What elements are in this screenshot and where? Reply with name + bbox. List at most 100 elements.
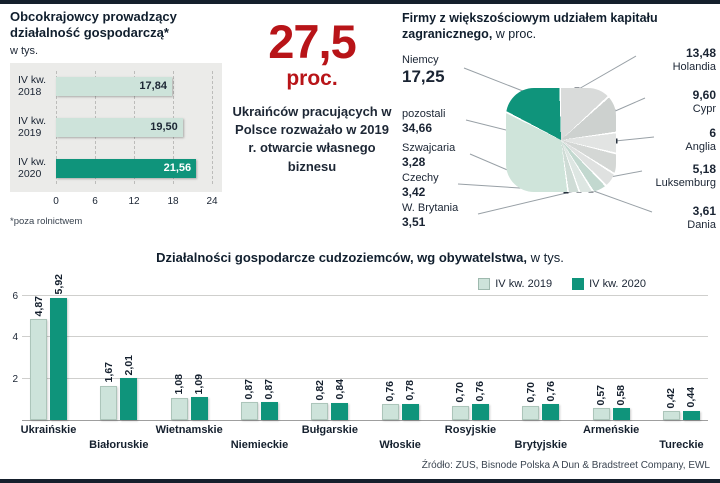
pie-label-luksemburg: 5,18 Luksemburg — [655, 162, 716, 191]
bar — [542, 404, 560, 420]
hbar-value-label: 19,50 — [150, 121, 178, 133]
bar-category-label: Włoskie — [379, 439, 421, 451]
bar-column: 4,87 — [30, 296, 47, 420]
bar-value-label: 0,70 — [524, 382, 537, 403]
bar-column: 1,67 — [100, 362, 118, 420]
bar — [170, 397, 188, 420]
pie-label-value: 5,18 — [692, 162, 716, 176]
x-tick-label: 24 — [206, 195, 218, 207]
bar-value-label: 4,87 — [32, 295, 45, 317]
bar — [682, 410, 700, 420]
bar-column: 5,92 — [50, 274, 67, 420]
bar-value-label: 0,42 — [665, 387, 678, 409]
legend-item-2019: IV kw. 2019 — [478, 278, 552, 290]
x-tick-label: 0 — [53, 195, 59, 207]
bar-category-label: Rosyjskie — [444, 424, 497, 436]
bar-column: 0,76 — [471, 380, 489, 420]
bar — [50, 297, 67, 420]
bar — [30, 319, 47, 420]
chart1-footnote: *poza rolnictwem — [10, 215, 83, 227]
bar — [120, 378, 138, 420]
bar-value-label: 0,57 — [595, 384, 608, 406]
pie-label-holandia: 13,48 Holandia — [673, 46, 716, 75]
legend-swatch-2020 — [572, 278, 585, 290]
vertical-gridline — [212, 70, 213, 184]
chart1-unit-label: w tys. — [10, 44, 39, 57]
bar-group: 0,70 0,76 Rosyjskie — [445, 380, 496, 436]
pie-label-value: 9,60 — [692, 88, 716, 102]
pie-label-value: 13,48 — [685, 46, 716, 60]
bar-value-label: 0,44 — [685, 387, 698, 408]
pie-label-value: 6 — [709, 126, 716, 140]
bar-column: 0,82 — [311, 380, 329, 420]
legend-label: IV kw. 2020 — [589, 278, 646, 290]
pie-label-value: 3,28 — [402, 155, 426, 170]
bar-value-label: 5,92 — [52, 274, 65, 295]
bar-value-label: 0,76 — [474, 380, 487, 402]
bar-column: 0,70 — [451, 382, 469, 420]
bar — [331, 402, 349, 420]
section-citizenship-bar-chart: Działalności gospodarcze cudzoziemców, w… — [0, 250, 720, 465]
hbar-category-label: IV kw. 2020 — [18, 155, 47, 180]
bar-column: 0,76 — [542, 380, 560, 420]
pie-title: Firmy z większościowym udziałem kapitału… — [402, 10, 662, 43]
top-edge-bar — [0, 0, 720, 4]
bar-category-label: Tureckie — [659, 439, 704, 451]
bar-value-label: 0,87 — [243, 378, 256, 400]
bar — [401, 403, 419, 420]
bar-value-label: 0,58 — [615, 384, 628, 406]
section-foreigners-bar-chart: Obcokrajowcy prowadzący działalność gosp… — [10, 9, 222, 227]
bar-value-label: 0,76 — [544, 380, 557, 402]
pie-title-bold: Firmy z większościowym udziałem kapitału… — [402, 11, 658, 42]
pie — [506, 88, 616, 192]
hbar: 21,56 — [56, 158, 197, 178]
section-foreign-capital-pie: Firmy z większościowym udziałem kapitału… — [402, 10, 716, 247]
bar-category-label: Wietnamskie — [155, 424, 223, 436]
pie-label-name: Szwajcaria — [402, 142, 456, 154]
bar-column: 0,84 — [331, 379, 349, 420]
bar-value-label: 1,08 — [173, 374, 186, 395]
y-tick-label: 4 — [12, 332, 18, 344]
pie-label-niemcy: Niemcy 17,25 — [402, 54, 445, 88]
section-key-stat: 27,5 proc. Ukraińców pracujących w Polsc… — [230, 18, 394, 176]
chart2-title-rest: w tys. — [526, 250, 564, 265]
bar-category-label: Ukraińskie — [20, 424, 77, 436]
horizontal-gridline — [22, 336, 708, 338]
bar-column: 0,87 — [260, 378, 278, 420]
bar-category-label: Bułgarskie — [301, 424, 358, 436]
pie-label-value: 3,51 — [402, 215, 426, 230]
bar-group: 0,42 0,44 Tureckie — [659, 387, 703, 451]
pie-label-pozostali: pozostali 34,66 — [402, 108, 445, 136]
bar-group: 0,57 0,58 Armeńskie — [583, 384, 639, 436]
bar — [471, 404, 489, 420]
legend-label: IV kw. 2019 — [495, 278, 553, 290]
hbar-value-label: 17,84 — [139, 80, 167, 92]
legend-swatch-2019 — [478, 278, 491, 290]
pie-label-cypr: 9,60 Cypr — [693, 88, 716, 117]
stat-unit: proc. — [286, 67, 338, 90]
hbar-value-label: 21,56 — [163, 162, 192, 174]
pie-label-name: W. Brytania — [402, 202, 459, 214]
bar-column: 0,44 — [682, 387, 700, 420]
y-tick-label: 6 — [12, 291, 18, 302]
bar-value-label: 0,70 — [454, 382, 467, 403]
bar-value-label: 2,01 — [122, 355, 135, 376]
bar-group: 0,76 0,78 Włoskie — [379, 380, 421, 451]
hbar-row: IV kw. 2019 19,50 — [18, 115, 212, 139]
bar — [240, 402, 258, 420]
pie-label-name: Luksemburg — [655, 177, 716, 189]
pie-label-dania: 3,61 Dania — [687, 204, 716, 233]
bar-column: 0,42 — [662, 387, 680, 420]
bar — [311, 403, 329, 420]
bar-column: 0,76 — [381, 381, 399, 420]
bar-value-label: 0,87 — [263, 378, 276, 400]
bar — [592, 408, 610, 420]
bar — [381, 404, 399, 420]
bar-column: 1,09 — [190, 374, 208, 420]
hbar-track: 17,84 — [56, 76, 212, 96]
bar — [100, 385, 118, 420]
hbar: 17,84 — [56, 76, 172, 96]
bar-value-label: 1,09 — [193, 374, 206, 395]
bar-category-label: Niemieckie — [230, 439, 289, 451]
stat-number: 27,5 — [268, 15, 356, 68]
